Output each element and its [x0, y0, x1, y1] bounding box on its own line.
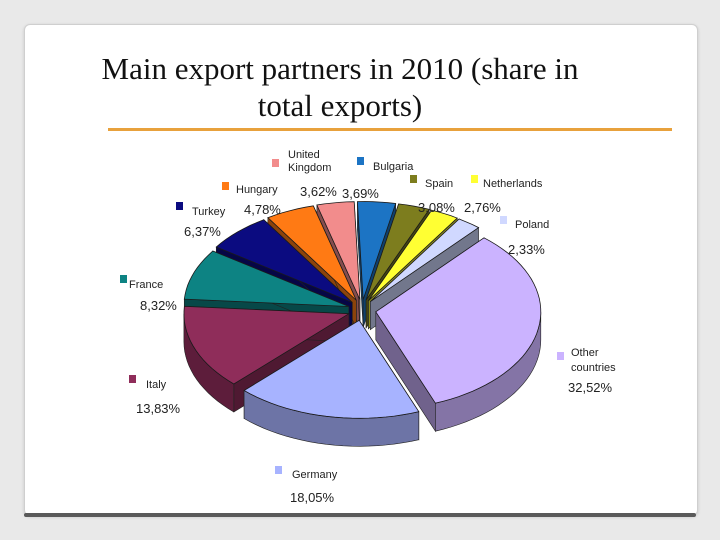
- slice-label-group-other-countries: Other countries 32,52%: [557, 347, 616, 395]
- slice-value-netherlands: 2,76%: [464, 200, 501, 215]
- slice-value-spain: 3,08%: [418, 200, 455, 215]
- slice-value-turkey: 6,37%: [184, 224, 221, 239]
- slice-top-united-kingdom: [316, 201, 361, 300]
- legend-swatch-germany: [275, 466, 282, 474]
- legend-swatch-other-countries: [557, 352, 564, 360]
- slice-label-hungary: Hungary: [236, 184, 278, 196]
- slice-label-group-poland: Poland 2,33%: [500, 216, 549, 257]
- slice-label-group-turkey: Turkey 6,37%: [176, 202, 226, 239]
- title-line-2: total exports): [257, 88, 423, 123]
- legend-swatch-italy: [129, 375, 136, 383]
- slice-label-turkey: Turkey: [192, 206, 226, 218]
- legend-swatch-turkey: [176, 202, 183, 210]
- slice-label-other-countries-line-1: Other: [571, 347, 599, 359]
- slice-value-france: 8,32%: [140, 298, 177, 313]
- slice-label-group-hungary: Hungary 4,78%: [222, 182, 281, 217]
- slice-label-group-spain: Spain 3,08%: [410, 175, 455, 215]
- slice-label-united-kingdom-line-2: Kingdom: [288, 162, 331, 174]
- slice-label-italy: Italy: [146, 379, 167, 391]
- slice-top-france: [183, 250, 349, 307]
- slice-top-hungary: [267, 205, 357, 301]
- slice-other-countries: [375, 237, 542, 433]
- slice-label-poland: Poland: [515, 219, 549, 231]
- slice-label-netherlands: Netherlands: [483, 178, 543, 190]
- slice-label-bulgaria: Bulgaria: [373, 161, 414, 173]
- slice-top-bulgaria: [356, 201, 397, 300]
- slice-top-turkey: [215, 219, 353, 303]
- slice-germany: [243, 319, 420, 447]
- slice-top-other-countries: [375, 237, 542, 404]
- slice-top-poland: [370, 218, 480, 302]
- slide-bottom-bar: [24, 513, 696, 517]
- legend-swatch-united-kingdom: [272, 159, 279, 167]
- legend-swatch-bulgaria: [357, 157, 364, 165]
- title-line-1: Main export partners in 2010 (share in: [101, 51, 579, 86]
- slice-top-italy: [183, 305, 351, 385]
- slice-top-spain: [365, 203, 430, 301]
- legend-swatch-spain: [410, 175, 417, 183]
- chart-title: Main export partners in 2010 (share in t…: [60, 50, 620, 124]
- slice-label-spain: Spain: [425, 178, 453, 190]
- slice-label-group-netherlands: Netherlands 2,76%: [464, 175, 543, 215]
- slice-value-germany: 18,05%: [290, 490, 335, 505]
- slice-label-france: France: [129, 279, 163, 291]
- legend-swatch-france: [120, 275, 127, 283]
- legend-swatch-netherlands: [471, 175, 478, 183]
- slice-value-poland: 2,33%: [508, 242, 545, 257]
- slice-value-hungary: 4,78%: [244, 202, 281, 217]
- slice-value-united-kingdom: 3,62%: [300, 184, 337, 199]
- legend-swatch-poland: [500, 216, 507, 224]
- slice-value-bulgaria: 3,69%: [342, 186, 379, 201]
- slice-label-united-kingdom-line-1: United: [288, 149, 320, 161]
- slice-value-italy: 13,83%: [136, 401, 181, 416]
- slice-top-netherlands: [368, 209, 458, 301]
- slice-label-group-france: France 8,32%: [120, 275, 177, 313]
- slice-label-group-italy: Italy 13,83%: [129, 375, 181, 416]
- legend-swatch-hungary: [222, 182, 229, 190]
- slice-top-germany: [243, 319, 420, 419]
- slice-value-other-countries: 32,52%: [568, 380, 613, 395]
- title-rule: [108, 128, 672, 131]
- slice-label-germany: Germany: [292, 469, 338, 481]
- slice-label-group-bulgaria: Bulgaria 3,69%: [342, 157, 414, 201]
- slice-label-other-countries-line-2: countries: [571, 362, 616, 374]
- slice-label-group-germany: Germany 18,05%: [275, 466, 338, 505]
